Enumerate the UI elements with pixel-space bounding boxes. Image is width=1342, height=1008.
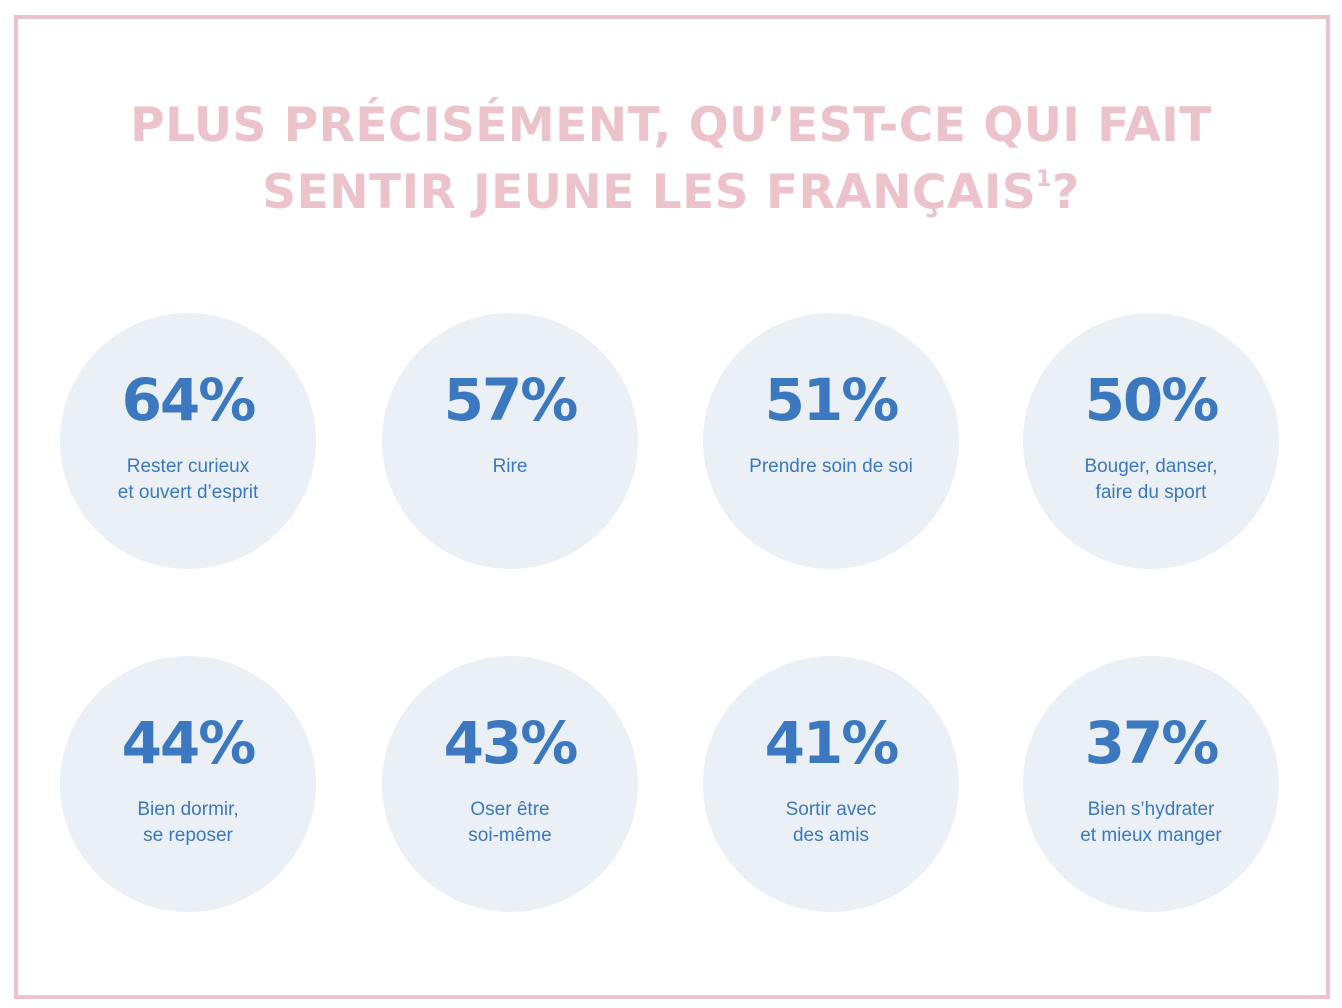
stat-circle: 50% Bouger, danser, faire du sport	[1023, 313, 1279, 569]
title-line-2: SENTIR JEUNE LES FRANÇAIS1?	[0, 159, 1342, 226]
title-footnote-marker: 1	[1036, 167, 1052, 192]
stat-label-line: Bien s’hydrater	[1087, 799, 1215, 820]
stat-percentage: 43%	[443, 709, 579, 777]
stat-label-line: Bouger, danser,	[1084, 456, 1218, 477]
stat-label-line: et ouvert d’esprit	[117, 481, 259, 503]
stat-label-line: soi-même	[468, 824, 552, 846]
page-border	[14, 15, 1330, 999]
stat-label: Bien s’hydrater et mieux manger	[1033, 797, 1269, 848]
stat-label-line: Prendre soin de soi	[749, 456, 913, 477]
stat-label: Oser être soi-même	[392, 797, 628, 848]
stat-label-line: faire du sport	[1095, 481, 1207, 503]
page-title: PLUS PRÉCISÉMENT, QU’EST-CE QUI FAIT SEN…	[0, 92, 1342, 226]
stat-label-line: Oser être	[470, 799, 550, 820]
stat-label-line: Bien dormir,	[137, 799, 239, 820]
stat-label: Prendre soin de soi	[713, 454, 949, 480]
stat-label-line: Rire	[492, 456, 528, 477]
stat-label-line: Sortir avec	[785, 799, 877, 820]
stat-label: Bouger, danser, faire du sport	[1033, 454, 1269, 505]
stat-label: Sortir avec des amis	[713, 797, 949, 848]
title-line-1: PLUS PRÉCISÉMENT, QU’EST-CE QUI FAIT	[130, 98, 1212, 153]
stat-label-line: et mieux manger	[1080, 824, 1222, 846]
stat-circle: 37% Bien s’hydrater et mieux manger	[1023, 656, 1279, 912]
stat-circle: 64% Rester curieux et ouvert d’esprit	[60, 313, 316, 569]
stat-label-line: se reposer	[143, 824, 233, 846]
stat-circle: 44% Bien dormir, se reposer	[60, 656, 316, 912]
stat-circle: 43% Oser être soi-même	[382, 656, 638, 912]
stat-percentage: 37%	[1084, 709, 1220, 777]
stat-label: Bien dormir, se reposer	[70, 797, 306, 848]
stat-percentage: 44%	[121, 709, 257, 777]
stat-label-line: des amis	[792, 824, 870, 846]
stat-label: Rester curieux et ouvert d’esprit	[70, 454, 306, 505]
stat-circle: 41% Sortir avec des amis	[703, 656, 959, 912]
stat-label: Rire	[392, 454, 628, 480]
stat-percentage: 50%	[1084, 366, 1220, 434]
stat-circle: 57% Rire	[382, 313, 638, 569]
stat-percentage: 57%	[443, 366, 579, 434]
stat-percentage: 41%	[764, 709, 900, 777]
title-question-mark: ?	[1051, 165, 1080, 220]
stat-percentage: 51%	[764, 366, 900, 434]
title-line-2-text: SENTIR JEUNE LES FRANÇAIS	[262, 165, 1037, 220]
stat-circle: 51% Prendre soin de soi	[703, 313, 959, 569]
stat-percentage: 64%	[121, 366, 257, 434]
stat-label-line: Rester curieux	[126, 456, 250, 477]
